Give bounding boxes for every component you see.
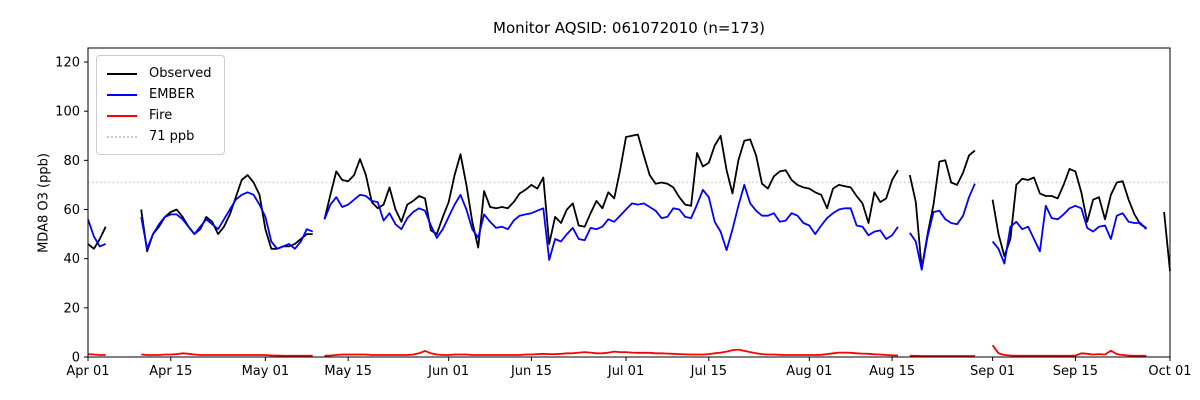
y-tick-label: 80 (63, 154, 80, 169)
ember-line-sample (107, 93, 137, 96)
legend-label-fire: Fire (149, 108, 173, 123)
observed-line-sample (107, 72, 137, 75)
y-tick-label: 100 (55, 105, 80, 120)
x-tick-label: Jul 15 (690, 364, 727, 379)
x-tick-label: Aug 15 (869, 364, 915, 379)
legend-label-observed: Observed (149, 66, 212, 81)
fire-line-sample (107, 114, 137, 117)
x-tick-label: Apr 01 (66, 364, 109, 379)
series-line-fire (87, 344, 1147, 357)
x-tick-label: Jun 15 (510, 364, 552, 379)
x-tick-label: May 15 (324, 364, 372, 379)
y-tick-label: 60 (63, 203, 80, 218)
x-tick-label: May 01 (242, 364, 290, 379)
legend-item-threshold: 71 ppb (107, 126, 212, 147)
x-tick-label: Sep 01 (970, 364, 1015, 379)
x-tick-label: Sep 15 (1053, 364, 1098, 379)
y-tick-label: 40 (63, 252, 80, 267)
legend-item-fire: Fire (107, 105, 212, 126)
threshold-line-sample (107, 135, 137, 138)
chart-title: Monitor AQSID: 061072010 (n=173) (493, 19, 765, 37)
legend-label-ember: EMBER (149, 87, 195, 102)
series-line-ember (87, 183, 1147, 271)
legend-item-ember: EMBER (107, 84, 212, 105)
x-tick-label: Apr 15 (149, 364, 192, 379)
axes-frame (87, 47, 1171, 358)
x-tick-label: Jun 01 (427, 364, 469, 379)
legend-label-threshold: 71 ppb (149, 129, 195, 144)
y-tick-label: 120 (55, 56, 80, 71)
y-tick-label: 0 (72, 351, 80, 366)
series-line-observed (87, 133, 1171, 272)
legend-item-observed: Observed (107, 63, 212, 84)
x-tick-label: Oct 01 (1148, 364, 1191, 379)
legend: Observed EMBER Fire 71 ppb (96, 55, 225, 155)
x-tick-label: Jul 01 (607, 364, 644, 379)
x-tick-label: Aug 01 (786, 364, 832, 379)
y-tick-label: 20 (63, 301, 80, 316)
